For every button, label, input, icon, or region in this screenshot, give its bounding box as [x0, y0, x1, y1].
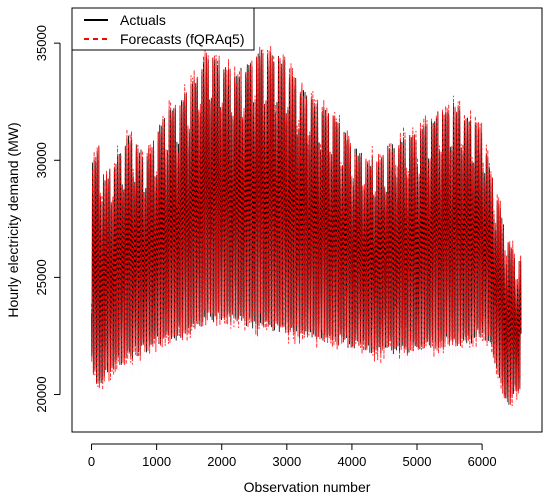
y-tick-label: 35000 [34, 25, 49, 61]
legend-box [71, 7, 255, 51]
series-layer [91, 39, 522, 422]
y-axis-label: Hourly electricity demand (MW) [5, 122, 21, 317]
y-tick-label: 25000 [34, 259, 49, 295]
y-tick-label: 30000 [34, 142, 49, 178]
x-tick-label: 1000 [142, 454, 171, 469]
series-forecasts [91, 46, 522, 407]
x-axis-label: Observation number [244, 479, 371, 495]
x-tick-label: 5000 [403, 454, 432, 469]
x-tick-label: 2000 [207, 454, 236, 469]
y-axis: 20000 25000 30000 35000 [34, 25, 61, 413]
x-tick-label: 0 [88, 454, 95, 469]
legend-actuals-label: Actuals [120, 12, 166, 28]
plot-frame [71, 7, 543, 433]
x-tick-label: 3000 [272, 454, 301, 469]
x-tick-label: 6000 [468, 454, 497, 469]
x-axis: 0 1000 2000 3000 4000 5000 6000 [88, 443, 497, 469]
legend-forecast-label: Forecasts (fQRAq5) [120, 31, 244, 47]
legend: Actuals Forecasts (fQRAq5) [71, 7, 255, 51]
y-tick-label: 20000 [34, 376, 49, 412]
x-tick-label: 4000 [337, 454, 366, 469]
